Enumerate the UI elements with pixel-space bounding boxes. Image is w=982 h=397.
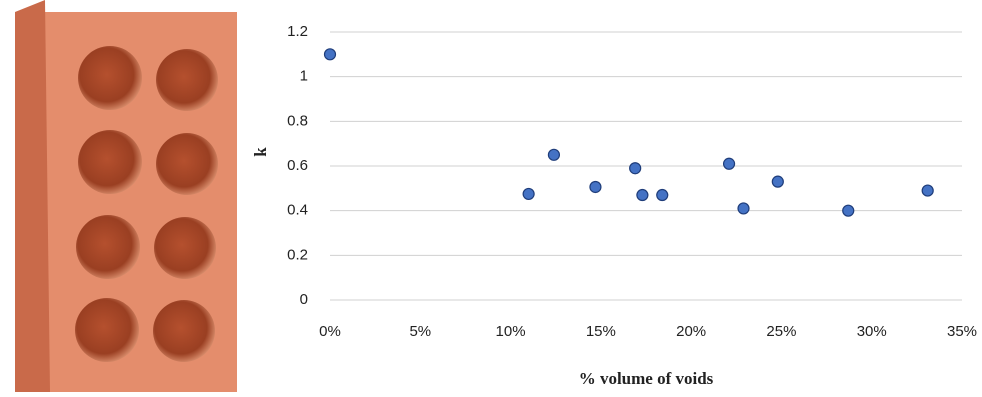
- point: [630, 163, 641, 174]
- y-tick-label: 1: [300, 68, 308, 85]
- figure: % volume of voids k 0 0.2 0.4 0.6 0.8 1 1.2 0% 5…: [0, 0, 982, 392]
- point: [843, 205, 854, 216]
- y-tick-label: 0: [300, 291, 308, 308]
- x-tick-label: 15%: [586, 323, 616, 340]
- y-tick-label: 0.8: [287, 112, 308, 129]
- point: [548, 149, 559, 160]
- point: [738, 203, 749, 214]
- x-tick-label: 10%: [496, 323, 526, 340]
- y-tick-label: 0.2: [287, 246, 308, 263]
- y-tick-label: 0.6: [287, 157, 308, 174]
- y-tick-label: 1.2: [287, 23, 308, 40]
- point: [657, 190, 668, 201]
- brick-photo: [15, 0, 237, 392]
- x-tick-label: 25%: [766, 323, 796, 340]
- x-axis-label: % volume of voids: [579, 369, 714, 388]
- x-tick-label: 5%: [409, 323, 431, 340]
- point: [772, 176, 783, 187]
- point: [523, 188, 534, 199]
- point: [637, 190, 648, 201]
- y-axis-label: k: [251, 147, 270, 157]
- x-tick-label: 35%: [947, 323, 977, 340]
- point: [724, 158, 735, 169]
- x-tick-label: 30%: [857, 323, 887, 340]
- point: [922, 185, 933, 196]
- x-tick-label: 0%: [319, 323, 341, 340]
- y-tick-label: 0.4: [287, 202, 308, 219]
- point: [590, 181, 601, 192]
- page: {"chart_data": {"type": "scatter", "x_la…: [0, 0, 982, 397]
- point: [325, 49, 336, 60]
- x-tick-label: 20%: [676, 323, 706, 340]
